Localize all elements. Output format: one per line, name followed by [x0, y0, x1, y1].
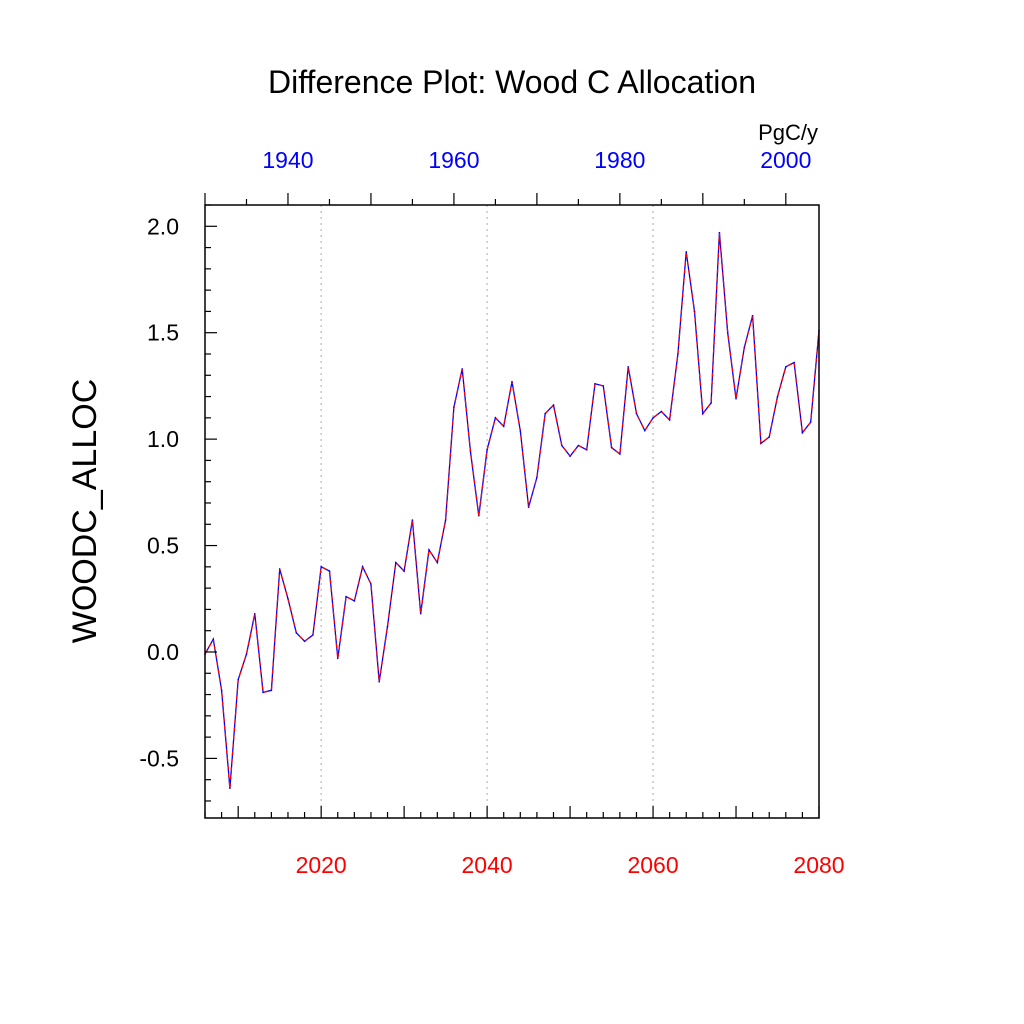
data-point — [237, 678, 239, 681]
data-point — [253, 612, 256, 615]
data-point — [212, 638, 215, 641]
data-point — [486, 448, 488, 451]
data-point — [220, 689, 223, 692]
data-point — [552, 404, 555, 406]
grid-lines — [320, 205, 654, 818]
data-point — [660, 410, 663, 413]
x-top-tick-label: 1960 — [428, 147, 479, 173]
data-point — [478, 514, 480, 517]
y-tick-label: 0.0 — [147, 639, 179, 665]
x-bottom-tick-label: 2040 — [462, 852, 513, 878]
data-point — [303, 640, 306, 643]
data-point — [677, 353, 679, 355]
y-tick-label: 0.5 — [147, 533, 179, 559]
data-point — [453, 406, 455, 409]
data-point — [502, 425, 505, 428]
data-point — [635, 412, 638, 415]
data-point — [685, 251, 688, 253]
data-point — [320, 566, 322, 568]
data-point — [569, 455, 571, 457]
data-point — [610, 446, 613, 449]
data-point — [336, 657, 339, 660]
data-point — [702, 412, 704, 415]
data-point — [328, 570, 331, 572]
data-point — [536, 476, 538, 479]
plot-frame — [204, 204, 820, 819]
x-top-tick-label: 1940 — [262, 147, 313, 173]
data-point — [801, 431, 804, 434]
data-point — [735, 397, 737, 400]
data-point — [436, 561, 439, 564]
series-layer — [204, 231, 820, 790]
data-point — [411, 519, 414, 521]
tick-labels-layer: 2020 2040 2060 2080 1940 1960 1980 2000 -0.5 0.0 0… — [139, 147, 844, 878]
data-point — [793, 361, 795, 364]
data-point — [743, 346, 746, 349]
data-point — [395, 561, 397, 564]
data-point — [602, 385, 605, 387]
data-point — [461, 368, 464, 370]
data-point — [594, 382, 596, 385]
data-point — [809, 421, 812, 423]
data-point — [469, 451, 472, 453]
data-point — [627, 365, 629, 368]
data-point — [751, 314, 754, 317]
data-point — [776, 395, 779, 398]
series-line-dashed-0 — [204, 232, 820, 789]
data-point — [403, 570, 405, 572]
data-point — [693, 310, 696, 313]
data-point — [386, 625, 389, 628]
data-point — [262, 691, 264, 694]
chart-title: Difference Plot: Wood C Allocation — [268, 64, 756, 100]
data-point — [652, 417, 654, 419]
data-point — [785, 365, 787, 368]
x-top-tick-label: 1980 — [594, 147, 645, 173]
data-point — [527, 506, 530, 509]
x-bottom-tick-label: 2080 — [793, 852, 844, 878]
y-tick-label: -0.5 — [139, 745, 179, 771]
data-point — [577, 444, 580, 447]
data-point — [419, 612, 422, 615]
y-axis-label: WOODC_ALLOC — [66, 379, 104, 644]
data-point — [245, 653, 248, 655]
data-point — [353, 600, 356, 602]
data-point — [370, 583, 372, 585]
data-point — [378, 680, 381, 683]
data-point — [361, 566, 364, 568]
data-point — [428, 549, 430, 551]
ticks-layer — [204, 193, 820, 818]
data-point — [511, 380, 513, 383]
data-point — [619, 453, 621, 455]
data-point — [718, 231, 721, 234]
x-bottom-tick-label: 2060 — [627, 852, 678, 878]
y-tick-label: 2.0 — [147, 213, 179, 239]
y-tick-label: 1.5 — [147, 320, 179, 346]
data-point — [585, 448, 588, 451]
data-point — [270, 689, 273, 692]
data-point — [768, 436, 771, 438]
data-point — [345, 595, 347, 598]
data-point — [444, 519, 447, 521]
y-tick-label: 1.0 — [147, 426, 179, 452]
data-point — [544, 412, 546, 415]
data-point — [668, 419, 671, 421]
x-top-tick-label: 2000 — [760, 147, 811, 173]
data-point — [726, 331, 729, 334]
data-point — [295, 632, 298, 634]
data-point — [494, 417, 497, 419]
x-bottom-tick-label: 2020 — [296, 852, 347, 878]
data-point — [278, 568, 281, 570]
data-point — [519, 429, 522, 432]
data-point — [560, 444, 563, 447]
data-point — [312, 634, 314, 636]
units-label: PgC/y — [758, 120, 818, 145]
data-point — [229, 787, 231, 790]
data-point — [287, 597, 289, 600]
data-point — [643, 429, 646, 432]
data-point — [760, 442, 762, 445]
data-point — [710, 402, 712, 404]
